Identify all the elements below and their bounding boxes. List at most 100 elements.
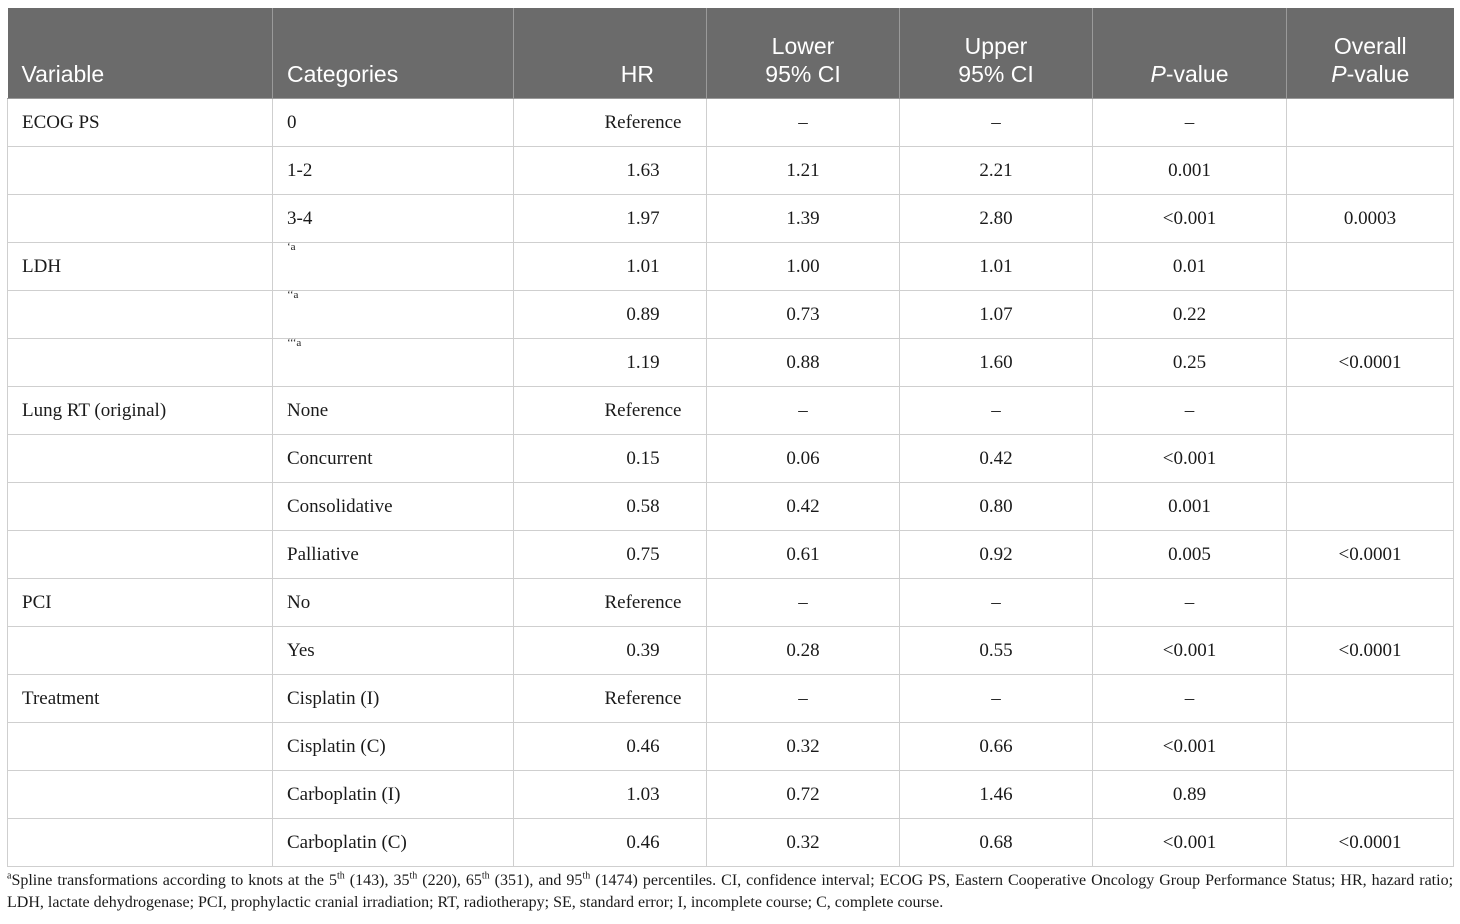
cell-lower-ci: 0.32 [706, 722, 900, 771]
cell-upper-ci: – [899, 386, 1093, 435]
cell-hr: 1.19 [513, 338, 707, 387]
cell-variable [7, 194, 273, 243]
header-lower-line2: 95% CI [765, 61, 841, 87]
cell-hr: 0.46 [513, 722, 707, 771]
cell-p-value: 0.01 [1092, 242, 1287, 291]
cell-p-value: – [1092, 578, 1287, 627]
cell-overall-p-value [1286, 98, 1454, 147]
cell-variable [7, 290, 273, 339]
table-row: ‘‘a 0.89 0.73 1.07 0.22 [7, 288, 1454, 339]
table-row: ECOG PS 0 Reference – – – [7, 98, 1454, 147]
cell-category: Palliative [272, 530, 514, 579]
cell-category: 3-4 [272, 194, 514, 243]
cell-category: ‘a [272, 240, 514, 289]
cell-overall-p-value [1286, 482, 1454, 531]
cell-p-value: 0.89 [1092, 770, 1287, 819]
cell-lower-ci: 1.39 [706, 194, 900, 243]
cell-hr: 0.15 [513, 434, 707, 483]
footnote-text-1: Spline transformations according to knot… [11, 872, 338, 889]
cell-upper-ci: – [899, 98, 1093, 147]
footnote-text-2: (143), 35 [344, 872, 410, 889]
hazard-ratio-table: Variable Categories HR Lower 95% CI Uppe… [7, 8, 1454, 867]
header-overall-line1: Overall [1333, 33, 1407, 59]
cell-overall-p-value [1286, 242, 1454, 291]
header-lower-line1: Lower [771, 33, 835, 59]
cell-hr: Reference [513, 578, 707, 627]
header-overall-p-rest: -value [1346, 61, 1410, 87]
cell-upper-ci: 0.80 [899, 482, 1093, 531]
cell-lower-ci: – [706, 98, 900, 147]
cell-lower-ci: – [706, 386, 900, 435]
cell-upper-ci: 2.21 [899, 146, 1093, 195]
cell-variable: Treatment [7, 674, 273, 723]
cell-hr: Reference [513, 674, 707, 723]
table-row: Lung RT (original) None Reference – – – [7, 386, 1454, 435]
cell-variable: Lung RT (original) [7, 386, 273, 435]
cell-lower-ci: 0.06 [706, 434, 900, 483]
cell-category: ‘‘a [272, 288, 514, 337]
cell-category: Yes [272, 626, 514, 675]
cell-category: No [272, 578, 514, 627]
cell-overall-p-value [1286, 146, 1454, 195]
cell-overall-p-value: <0.0001 [1286, 530, 1454, 579]
cell-category: Cisplatin (C) [272, 722, 514, 771]
cell-upper-ci: 0.66 [899, 722, 1093, 771]
cell-variable: ECOG PS [7, 98, 273, 147]
cell-p-value: <0.001 [1092, 818, 1287, 867]
cell-p-value: <0.001 [1092, 434, 1287, 483]
cell-variable [7, 482, 273, 531]
cell-variable [7, 770, 273, 819]
cell-category: None [272, 386, 514, 435]
cell-upper-ci: 1.60 [899, 338, 1093, 387]
cell-variable [7, 818, 273, 867]
cell-overall-p-value [1286, 674, 1454, 723]
table-row: Carboplatin (I) 1.03 0.72 1.46 0.89 [7, 770, 1454, 819]
cell-hr: 1.01 [513, 242, 707, 291]
cell-lower-ci: 0.73 [706, 290, 900, 339]
cell-p-value: – [1092, 386, 1287, 435]
cell-lower-ci: 0.61 [706, 530, 900, 579]
cell-overall-p-value: 0.0003 [1286, 194, 1454, 243]
cell-overall-p-value [1286, 722, 1454, 771]
cell-hr: Reference [513, 386, 707, 435]
table-row: Consolidative 0.58 0.42 0.80 0.001 [7, 482, 1454, 531]
cell-upper-ci: 1.01 [899, 242, 1093, 291]
header-variable: Variable [7, 8, 273, 99]
table-row: LDH ‘a 1.01 1.00 1.01 0.01 [7, 240, 1454, 291]
footnote-text-4: (351), and 95 [489, 872, 583, 889]
cell-variable [7, 146, 273, 195]
cell-variable [7, 338, 273, 387]
header-p-italic: P [1150, 61, 1166, 87]
cell-p-value: 0.25 [1092, 338, 1287, 387]
cell-overall-p-value: <0.0001 [1286, 626, 1454, 675]
cell-lower-ci: – [706, 578, 900, 627]
cell-lower-ci: 1.21 [706, 146, 900, 195]
table-row: Cisplatin (C) 0.46 0.32 0.66 <0.001 [7, 722, 1454, 771]
cell-upper-ci: 1.46 [899, 770, 1093, 819]
header-categories: Categories [272, 8, 514, 99]
table-header-row: Variable Categories HR Lower 95% CI Uppe… [7, 8, 1454, 99]
table-body: ECOG PS 0 Reference – – –1-2 1.63 1.21 2.21 0.001… [7, 98, 1454, 867]
table-footnote: aSpline transformations according to kno… [7, 870, 1453, 914]
header-lower-ci: Lower 95% CI [706, 8, 900, 99]
cell-p-value: 0.22 [1092, 290, 1287, 339]
table-row: Treatment Cisplatin (I) Reference – – – [7, 674, 1454, 723]
cell-hr: 1.03 [513, 770, 707, 819]
cell-overall-p-value: <0.0001 [1286, 818, 1454, 867]
cell-hr: 0.58 [513, 482, 707, 531]
cell-p-value: – [1092, 98, 1287, 147]
cell-lower-ci: 0.28 [706, 626, 900, 675]
cell-upper-ci: 2.80 [899, 194, 1093, 243]
cell-upper-ci: 0.68 [899, 818, 1093, 867]
results-table-container: Variable Categories HR Lower 95% CI Uppe… [7, 8, 1454, 867]
footnote-sup-2: th [409, 870, 418, 882]
table-row: Concurrent 0.15 0.06 0.42 <0.001 [7, 434, 1454, 483]
header-p-value: P-value [1092, 8, 1287, 99]
header-upper-line2: 95% CI [958, 61, 1034, 87]
cell-lower-ci: 1.00 [706, 242, 900, 291]
footnote-text-5: (1474) percentiles. CI, confidence inter… [7, 872, 1454, 911]
table-row: Palliative 0.75 0.61 0.92 0.005 <0.0001 [7, 530, 1454, 579]
cell-overall-p-value [1286, 434, 1454, 483]
cell-category: Consolidative [272, 482, 514, 531]
cell-hr: 0.89 [513, 290, 707, 339]
